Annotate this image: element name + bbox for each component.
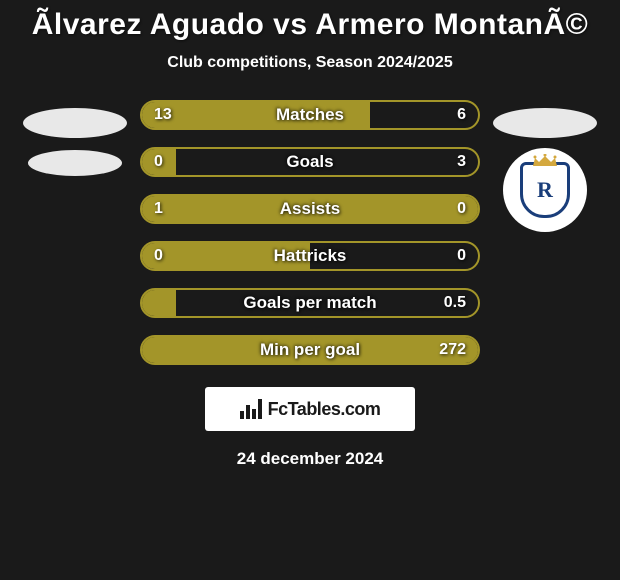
stat-row: Goals 0 3 xyxy=(140,147,480,177)
stat-value-right: 272 xyxy=(439,341,466,359)
left-player-col xyxy=(20,100,130,176)
stat-value-right: 6 xyxy=(457,106,466,124)
stat-label: Hattricks xyxy=(274,246,347,266)
page-title: Ãlvarez Aguado vs Armero MontanÃ© xyxy=(32,8,588,42)
footer-date: 24 december 2024 xyxy=(237,449,384,469)
stats-bars: Matches136Goals03Assists10Hattricks00Goa… xyxy=(140,100,480,365)
bar-chart-icon xyxy=(240,399,262,419)
shield-letter: R xyxy=(537,177,553,203)
subtitle: Club competitions, Season 2024/2025 xyxy=(167,54,452,72)
shield-body: R xyxy=(520,162,570,218)
stat-value-right: 0.5 xyxy=(444,294,466,312)
stat-row: Hattricks 0 0 xyxy=(140,241,480,271)
stat-value-right: 0 xyxy=(457,247,466,265)
brand-text: FcTables.com xyxy=(268,399,381,420)
comparison-card: Ãlvarez Aguado vs Armero MontanÃ© Club c… xyxy=(0,0,620,477)
bar-fill xyxy=(142,290,176,316)
club-badge: R xyxy=(503,148,587,232)
brand-badge: FcTables.com xyxy=(205,387,415,431)
stat-value-left: 0 xyxy=(154,247,163,265)
stat-value-left: 0 xyxy=(154,153,163,171)
stat-label: Min per goal xyxy=(260,340,360,360)
shield-icon: R xyxy=(520,162,570,218)
stat-value-right: 0 xyxy=(457,200,466,218)
crown-icon xyxy=(531,154,559,168)
stat-row: Goals per match 0.5 xyxy=(140,288,480,318)
stat-label: Goals xyxy=(286,152,333,172)
player-placeholder-icon xyxy=(23,108,127,138)
stat-row: Assists 1 0 xyxy=(140,194,480,224)
stat-row: Min per goal 272 xyxy=(140,335,480,365)
stat-value-left: 13 xyxy=(154,106,172,124)
player-placeholder-icon xyxy=(493,108,597,138)
stat-label: Matches xyxy=(276,105,344,125)
stat-value-left: 1 xyxy=(154,200,163,218)
club-badge-circle: R xyxy=(503,148,587,232)
stat-row: Matches 13 6 xyxy=(140,100,480,130)
stat-value-right: 3 xyxy=(457,153,466,171)
club-placeholder-icon xyxy=(28,150,122,176)
main-content: Matches136Goals03Assists10Hattricks00Goa… xyxy=(0,100,620,365)
right-player-col: R xyxy=(490,100,600,232)
stat-label: Goals per match xyxy=(243,293,376,313)
stat-label: Assists xyxy=(280,199,340,219)
